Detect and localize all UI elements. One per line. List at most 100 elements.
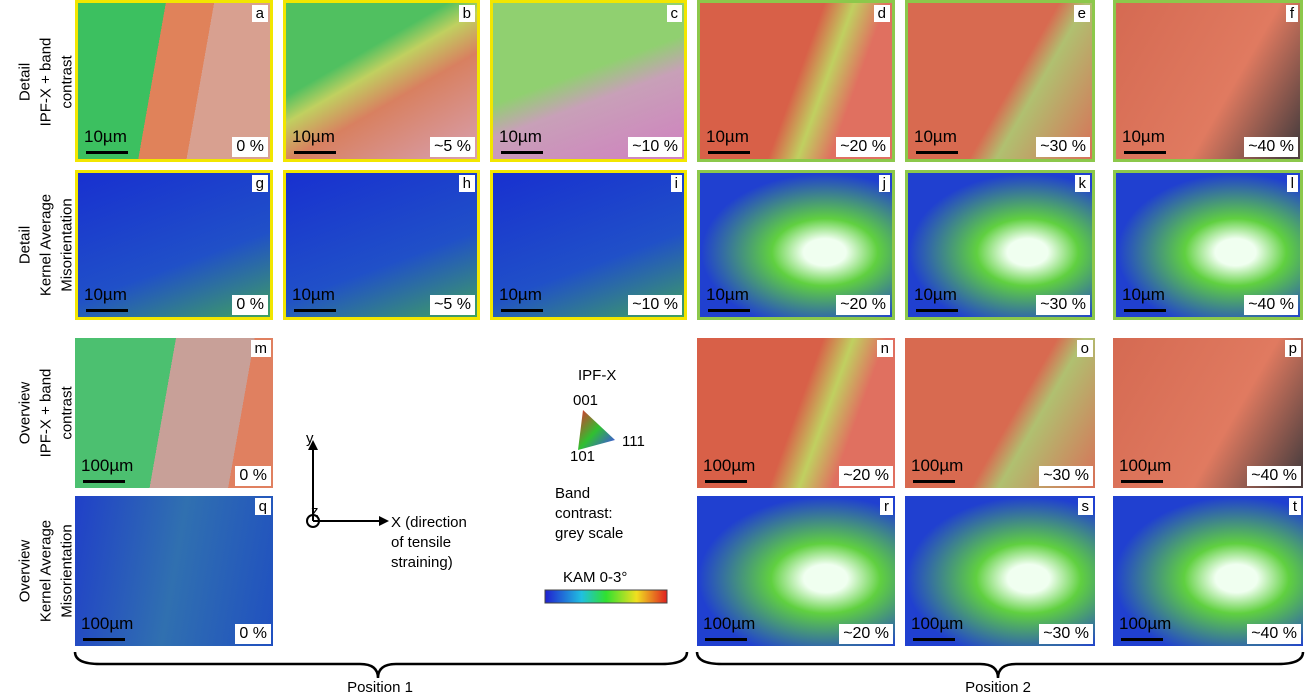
legend-label: 111 (622, 433, 645, 450)
scale-bar (708, 151, 750, 154)
panel-letter: d (873, 5, 890, 22)
image-panel: a 10µm 0 % (75, 0, 273, 162)
strain-label: ~30 % (1039, 466, 1093, 486)
row-label: contrast (58, 386, 76, 440)
scale-label: 10µm (1122, 127, 1165, 146)
strain-label: ~10 % (628, 137, 682, 157)
legend-text: KAM 0-3° (563, 569, 627, 586)
image-panel: i 10µm ~10 % (490, 170, 687, 320)
image-panel: f 10µm ~40 % (1113, 0, 1303, 162)
scale-bar (708, 309, 750, 312)
strain-label: ~40 % (1247, 624, 1301, 644)
scale-bar (1121, 480, 1163, 483)
image-panel: h 10µm ~5 % (283, 170, 480, 320)
strain-label: 0 % (232, 295, 268, 315)
panel-letter: b (458, 5, 475, 22)
position-label: Position 1 (347, 679, 413, 694)
image-panel: j 10µm ~20 % (697, 170, 895, 320)
position-label: Position 2 (965, 679, 1031, 694)
scale-label: 100µm (1119, 456, 1172, 475)
image-panel: s 100µm ~30 % (905, 496, 1095, 646)
brace (695, 651, 1305, 679)
scale-label: 10µm (914, 127, 957, 146)
row-label: Detail (16, 225, 34, 265)
legend-label: 001 (573, 392, 598, 409)
row-label: IPF-X + band (37, 37, 55, 127)
strain-label: 0 % (232, 137, 268, 157)
scale-label: 10µm (84, 127, 127, 146)
strain-label: ~5 % (430, 137, 475, 157)
image-panel: r 100µm ~20 % (697, 496, 895, 646)
scale-label: 10µm (292, 127, 335, 146)
axis-label: z (311, 503, 319, 520)
panel-letter: n (876, 340, 893, 357)
legend-text: Band (555, 485, 590, 502)
image-panel: e 10µm ~30 % (905, 0, 1095, 162)
strain-label: ~20 % (839, 624, 893, 644)
panel-letter: h (458, 175, 475, 192)
ipf-triangle (578, 410, 615, 450)
scale-bar (705, 638, 747, 641)
scale-bar (916, 309, 958, 312)
row-label: Overview (16, 539, 34, 603)
axis-label: of tensile (391, 534, 451, 551)
strain-label: ~40 % (1247, 466, 1301, 486)
panel-letter: r (880, 498, 893, 515)
image-panel: l 10µm ~40 % (1113, 170, 1303, 320)
legend-text: grey scale (555, 525, 623, 542)
panel-letter: s (1077, 498, 1093, 515)
image-panel: o 100µm ~30 % (905, 338, 1095, 488)
row-label: Detail (16, 62, 34, 102)
scale-label: 100µm (81, 614, 134, 633)
scale-bar (1124, 151, 1166, 154)
image-panel: b 10µm ~5 % (283, 0, 480, 162)
strain-label: ~20 % (836, 295, 890, 315)
scale-bar (501, 309, 543, 312)
scale-bar (913, 480, 955, 483)
panel-letter: c (666, 5, 682, 22)
scale-label: 100µm (1119, 614, 1172, 633)
scale-bar (1121, 638, 1163, 641)
scale-label: 100µm (81, 456, 134, 475)
image-panel: p 100µm ~40 % (1113, 338, 1303, 488)
legend-text: contrast: (555, 505, 613, 522)
scale-bar (83, 480, 125, 483)
strain-label: ~40 % (1244, 137, 1298, 157)
panel-letter: a (251, 5, 268, 22)
image-panel: d 10µm ~20 % (697, 0, 895, 162)
panel-letter: g (251, 175, 268, 192)
axis-label: X (direction (391, 514, 467, 531)
panel-letter: m (250, 340, 271, 357)
scale-bar (83, 638, 125, 641)
row-label: Kernel Average (37, 193, 55, 297)
kam-colorbar (544, 589, 668, 604)
scale-bar (916, 151, 958, 154)
strain-label: ~5 % (430, 295, 475, 315)
panel-letter: t (1288, 498, 1301, 515)
image-panel: t 100µm ~40 % (1113, 496, 1303, 646)
scale-label: 10µm (84, 285, 127, 304)
scale-bar (294, 309, 336, 312)
image-panel: m 100µm 0 % (75, 338, 273, 488)
brace (73, 651, 689, 679)
strain-label: 0 % (235, 466, 271, 486)
scale-label: 10µm (1122, 285, 1165, 304)
panel-letter: e (1073, 5, 1090, 22)
scale-bar (1124, 309, 1166, 312)
strain-label: ~10 % (628, 295, 682, 315)
image-panel: k 10µm ~30 % (905, 170, 1095, 320)
scale-label: 10µm (292, 285, 335, 304)
image-panel: c 10µm ~10 % (490, 0, 687, 162)
scale-label: 10µm (706, 285, 749, 304)
scale-label: 100µm (911, 614, 964, 633)
scale-bar (86, 309, 128, 312)
strain-label: ~40 % (1244, 295, 1298, 315)
panel-letter: p (1284, 340, 1301, 357)
scale-label: 10µm (914, 285, 957, 304)
scale-bar (86, 151, 128, 154)
legend-label: 101 (570, 448, 595, 465)
legend-title: IPF-X (578, 367, 616, 384)
scale-label: 10µm (499, 127, 542, 146)
image-panel: q 100µm 0 % (75, 496, 273, 646)
